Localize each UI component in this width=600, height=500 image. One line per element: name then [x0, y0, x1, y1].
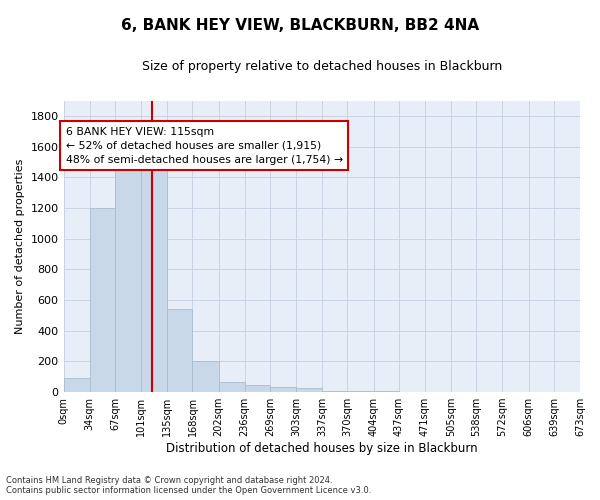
Title: Size of property relative to detached houses in Blackburn: Size of property relative to detached ho… [142, 60, 502, 73]
Text: 6 BANK HEY VIEW: 115sqm
← 52% of detached houses are smaller (1,915)
48% of semi: 6 BANK HEY VIEW: 115sqm ← 52% of detache… [66, 126, 343, 164]
Bar [64, 378, 89, 392]
Bar [245, 385, 270, 392]
Bar [322, 390, 347, 392]
Bar [167, 309, 193, 392]
Bar [115, 166, 141, 392]
Bar [193, 360, 218, 392]
Y-axis label: Number of detached properties: Number of detached properties [15, 158, 25, 334]
Bar [141, 166, 167, 392]
Bar [296, 388, 322, 392]
Text: Contains HM Land Registry data © Crown copyright and database right 2024.
Contai: Contains HM Land Registry data © Crown c… [6, 476, 371, 495]
X-axis label: Distribution of detached houses by size in Blackburn: Distribution of detached houses by size … [166, 442, 478, 455]
Bar [347, 391, 374, 392]
Bar [218, 382, 245, 392]
Text: 6, BANK HEY VIEW, BLACKBURN, BB2 4NA: 6, BANK HEY VIEW, BLACKBURN, BB2 4NA [121, 18, 479, 32]
Bar [89, 208, 115, 392]
Bar [270, 386, 296, 392]
